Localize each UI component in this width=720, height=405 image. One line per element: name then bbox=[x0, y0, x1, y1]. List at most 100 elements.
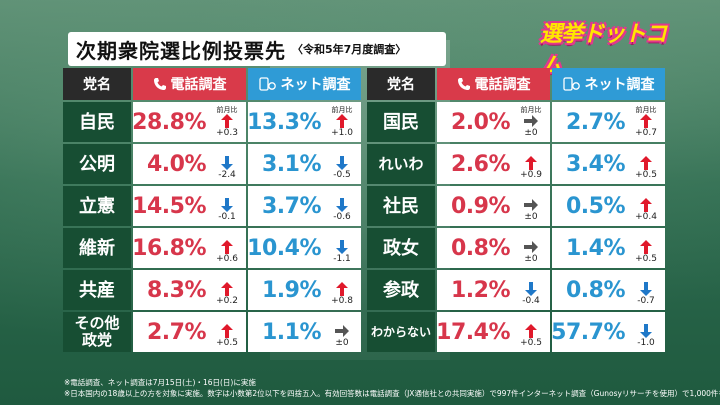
change-value: +0.3 bbox=[216, 129, 238, 138]
net-survey-cell: 57.7% -1.0 bbox=[552, 312, 665, 352]
net-value: 10.4% bbox=[247, 236, 321, 261]
header-party-label: 党名 bbox=[387, 74, 415, 94]
chart-subtitle: 〈令和5年7月度調査〉 bbox=[292, 41, 406, 57]
phone-value: 14.5% bbox=[132, 194, 206, 219]
net-value: 13.3% bbox=[247, 110, 321, 135]
change-value: +0.2 bbox=[216, 297, 238, 306]
arrow-down-icon bbox=[524, 282, 538, 296]
change-value: -1.0 bbox=[637, 339, 655, 348]
phone-value: 1.2% bbox=[451, 278, 510, 303]
change-value: +0.5 bbox=[635, 171, 657, 180]
net-change: ±0 bbox=[325, 316, 359, 350]
party-name: 国民 bbox=[367, 102, 435, 142]
arrow-up-icon bbox=[220, 324, 234, 338]
party-name-line: 政党 bbox=[82, 332, 112, 349]
change-value: +0.5 bbox=[520, 339, 542, 348]
change-value: ±0 bbox=[524, 255, 537, 264]
phone-value: 2.0% bbox=[451, 110, 510, 135]
arrow-down-icon bbox=[220, 156, 234, 170]
phone-value: 8.3% bbox=[147, 278, 206, 303]
net-value: 1.4% bbox=[566, 236, 625, 261]
net-value: 0.5% bbox=[566, 194, 625, 219]
net-change: -0.6 bbox=[325, 190, 359, 224]
net-survey-cell: 1.4% +0.5 bbox=[552, 228, 665, 268]
phone-change: ±0 bbox=[514, 190, 548, 224]
net-value: 0.8% bbox=[566, 278, 625, 303]
arrow-down-icon bbox=[335, 198, 349, 212]
net-value: 3.4% bbox=[566, 152, 625, 177]
phone-survey-cell: 0.9% ±0 bbox=[437, 186, 550, 226]
arrow-down-icon bbox=[220, 198, 234, 212]
phone-value: 28.8% bbox=[132, 110, 206, 135]
change-value: +0.8 bbox=[331, 297, 353, 306]
phone-survey-cell: 2.7% +0.5 bbox=[133, 312, 246, 352]
change-caption: 前月比 bbox=[636, 106, 657, 114]
arrow-down-icon bbox=[335, 240, 349, 254]
net-change: -1.1 bbox=[325, 232, 359, 266]
net-change: -0.7 bbox=[629, 274, 663, 308]
arrow-up-icon bbox=[639, 198, 653, 212]
arrow-flat-icon bbox=[524, 198, 538, 212]
phone-value: 0.8% bbox=[451, 236, 510, 261]
change-value: +0.9 bbox=[520, 171, 542, 180]
phone-value: 16.8% bbox=[132, 236, 206, 261]
phone-survey-cell: 2.0% 前月比 ±0 bbox=[437, 102, 550, 142]
arrow-up-icon bbox=[335, 114, 349, 128]
header-phone: 電話調査 bbox=[133, 68, 246, 100]
header-net: ネット調査 bbox=[248, 68, 361, 100]
net-change: -0.5 bbox=[325, 148, 359, 182]
net-change: +0.8 bbox=[325, 274, 359, 308]
change-value: +0.5 bbox=[635, 255, 657, 264]
net-survey-cell: 3.4% +0.5 bbox=[552, 144, 665, 184]
arrow-flat-icon bbox=[335, 324, 349, 338]
change-value: +0.5 bbox=[216, 339, 238, 348]
change-caption: 前月比 bbox=[521, 106, 542, 114]
arrow-flat-icon bbox=[524, 240, 538, 254]
arrow-down-icon bbox=[335, 156, 349, 170]
change-caption: 前月比 bbox=[217, 106, 238, 114]
phone-icon bbox=[153, 77, 167, 91]
header-phone: 電話調査 bbox=[437, 68, 550, 100]
phone-change: ±0 bbox=[514, 232, 548, 266]
footnote-2: ※日本国内の18歳以上の方を対象に実施。数字は小数第2位以下を四捨五入。有効回答… bbox=[64, 388, 720, 399]
phone-value: 2.7% bbox=[147, 320, 206, 345]
phone-survey-cell: 14.5% -0.1 bbox=[133, 186, 246, 226]
arrow-up-icon bbox=[220, 114, 234, 128]
title-box: 次期衆院選比例投票先 〈令和5年7月度調査〉 bbox=[68, 32, 446, 66]
header-party: 党名 bbox=[63, 68, 131, 100]
arrow-up-icon bbox=[639, 114, 653, 128]
phone-survey-cell: 0.8% ±0 bbox=[437, 228, 550, 268]
net-value: 3.7% bbox=[262, 194, 321, 219]
phone-change: +0.5 bbox=[210, 316, 244, 350]
party-name: わからない bbox=[367, 312, 435, 352]
party-name: 公明 bbox=[63, 144, 131, 184]
net-value: 2.7% bbox=[566, 110, 625, 135]
phone-change: +0.5 bbox=[514, 316, 548, 350]
smartphone-icon bbox=[259, 77, 277, 91]
change-value: -0.1 bbox=[218, 213, 236, 222]
header-phone-label: 電話調査 bbox=[171, 74, 227, 94]
net-change: +0.5 bbox=[629, 148, 663, 182]
phone-icon bbox=[457, 77, 471, 91]
party-name: 政女 bbox=[367, 228, 435, 268]
phone-change: 前月比 +0.3 bbox=[210, 106, 244, 140]
phone-survey-cell: 28.8% 前月比 +0.3 bbox=[133, 102, 246, 142]
footnote-1: ※電話調査、ネット調査は7月15日(土)・16日(日)に実施 bbox=[64, 377, 256, 388]
arrow-up-icon bbox=[639, 240, 653, 254]
net-change: +0.4 bbox=[629, 190, 663, 224]
smartphone-icon bbox=[563, 77, 581, 91]
change-value: ±0 bbox=[524, 213, 537, 222]
party-name: 参政 bbox=[367, 270, 435, 310]
net-value: 57.7% bbox=[551, 320, 625, 345]
net-survey-cell: 1.1% ±0 bbox=[248, 312, 361, 352]
phone-value: 2.6% bbox=[451, 152, 510, 177]
net-survey-cell: 3.7% -0.6 bbox=[248, 186, 361, 226]
phone-change: -2.4 bbox=[210, 148, 244, 182]
net-change: 前月比 +0.7 bbox=[629, 106, 663, 140]
arrow-down-icon bbox=[639, 282, 653, 296]
change-value: -0.6 bbox=[333, 213, 351, 222]
net-value: 1.1% bbox=[262, 320, 321, 345]
change-value: -0.5 bbox=[333, 171, 351, 180]
change-caption: 前月比 bbox=[332, 106, 353, 114]
phone-value: 4.0% bbox=[147, 152, 206, 177]
